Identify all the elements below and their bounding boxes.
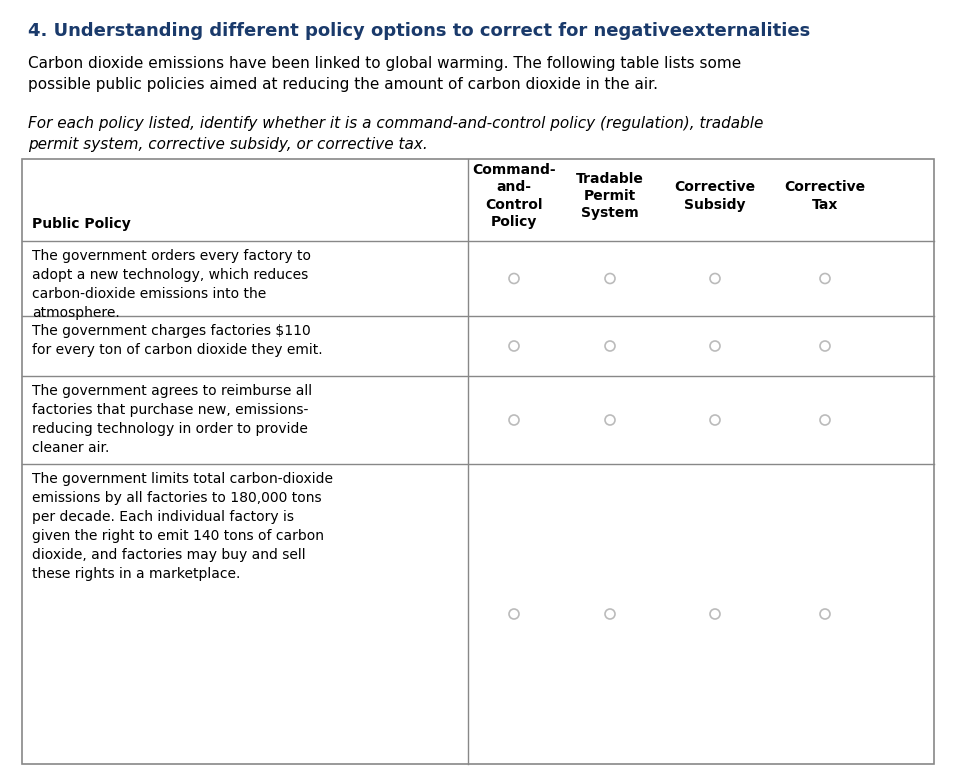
Text: The government charges factories $110
for every ton of carbon dioxide they emit.: The government charges factories $110 fo…	[32, 324, 322, 357]
Text: Command-
and-
Control
Policy: Command- and- Control Policy	[472, 163, 555, 229]
Text: For each policy listed, identify whether it is a command-and-control policy (reg: For each policy listed, identify whether…	[28, 116, 764, 152]
Text: The government limits total carbon-dioxide
emissions by all factories to 180,000: The government limits total carbon-dioxi…	[32, 472, 333, 581]
Text: Corrective
Tax: Corrective Tax	[785, 180, 865, 212]
Text: Corrective
Subsidy: Corrective Subsidy	[674, 180, 755, 212]
Text: The government orders every factory to
adopt a new technology, which reduces
car: The government orders every factory to a…	[32, 249, 311, 320]
Text: 4. Understanding different policy options to correct for negativeexternalities: 4. Understanding different policy option…	[28, 22, 811, 40]
Bar	[22, 159, 934, 764]
Text: Tradable
Permit
System: Tradable Permit System	[576, 172, 644, 220]
Text: Carbon dioxide emissions have been linked to global warming. The following table: Carbon dioxide emissions have been linke…	[28, 56, 741, 92]
Text: Public Policy: Public Policy	[32, 217, 131, 231]
Text: The government agrees to reimburse all
factories that purchase new, emissions-
r: The government agrees to reimburse all f…	[32, 384, 312, 455]
